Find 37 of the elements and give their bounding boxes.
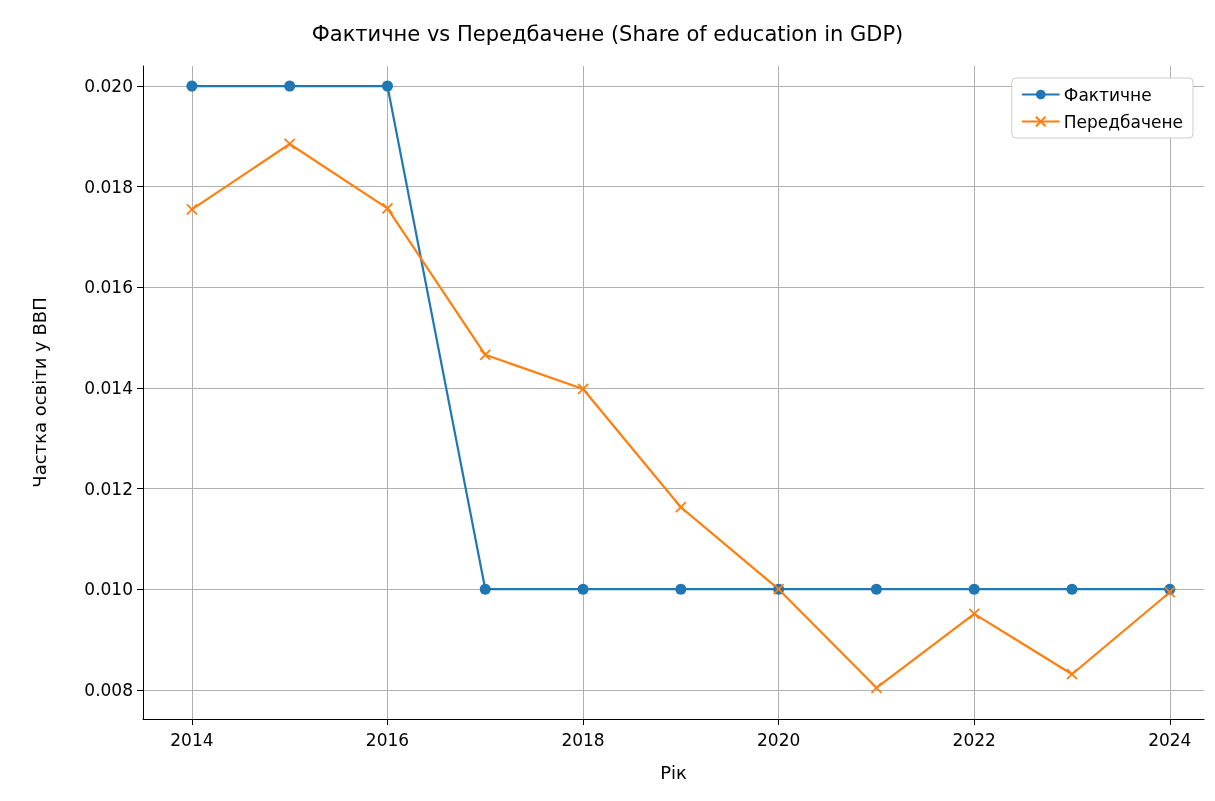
point (1163, 586, 1176, 599)
point (186, 80, 198, 92)
x-tick-label: 2014 (170, 729, 214, 750)
point (577, 383, 589, 395)
point (381, 202, 394, 215)
chart-title: Фактичне vs Передбачене (Share of education in GDP) (311, 21, 904, 46)
point (381, 80, 393, 92)
point (968, 607, 981, 620)
point (479, 583, 491, 595)
y-tick-label: 0.010 (84, 579, 133, 600)
y-tick-label: 0.012 (84, 478, 133, 499)
x-tick-label: 2016 (365, 729, 410, 750)
y-tick-label: 0.008 (84, 679, 133, 700)
point (577, 583, 589, 595)
point (674, 501, 687, 514)
point (283, 138, 296, 150)
y-tick-label: 0.020 (84, 76, 133, 97)
x-tick-label: 2020 (756, 729, 801, 750)
x-tick-label: 2018 (561, 729, 605, 750)
point (1066, 583, 1078, 595)
y-axis-title: Частка освіти у ВВП (28, 297, 50, 488)
point (479, 348, 492, 361)
point (185, 203, 198, 216)
x-tick-label: 2022 (952, 729, 996, 750)
x-tick-label: 2024 (1148, 729, 1192, 750)
y-tick-label: 0.014 (84, 377, 133, 398)
point (284, 80, 296, 92)
point (870, 583, 882, 595)
point (675, 583, 687, 595)
point (1066, 668, 1078, 681)
y-tick-label: 0.018 (84, 176, 133, 197)
point (870, 681, 883, 694)
point (968, 583, 980, 595)
legend-label: Фактичне (1063, 84, 1152, 105)
legend-label: Передбачене (1063, 111, 1184, 132)
y-tick-label: 0.016 (84, 277, 133, 298)
x-axis-title: Рік (660, 761, 687, 783)
